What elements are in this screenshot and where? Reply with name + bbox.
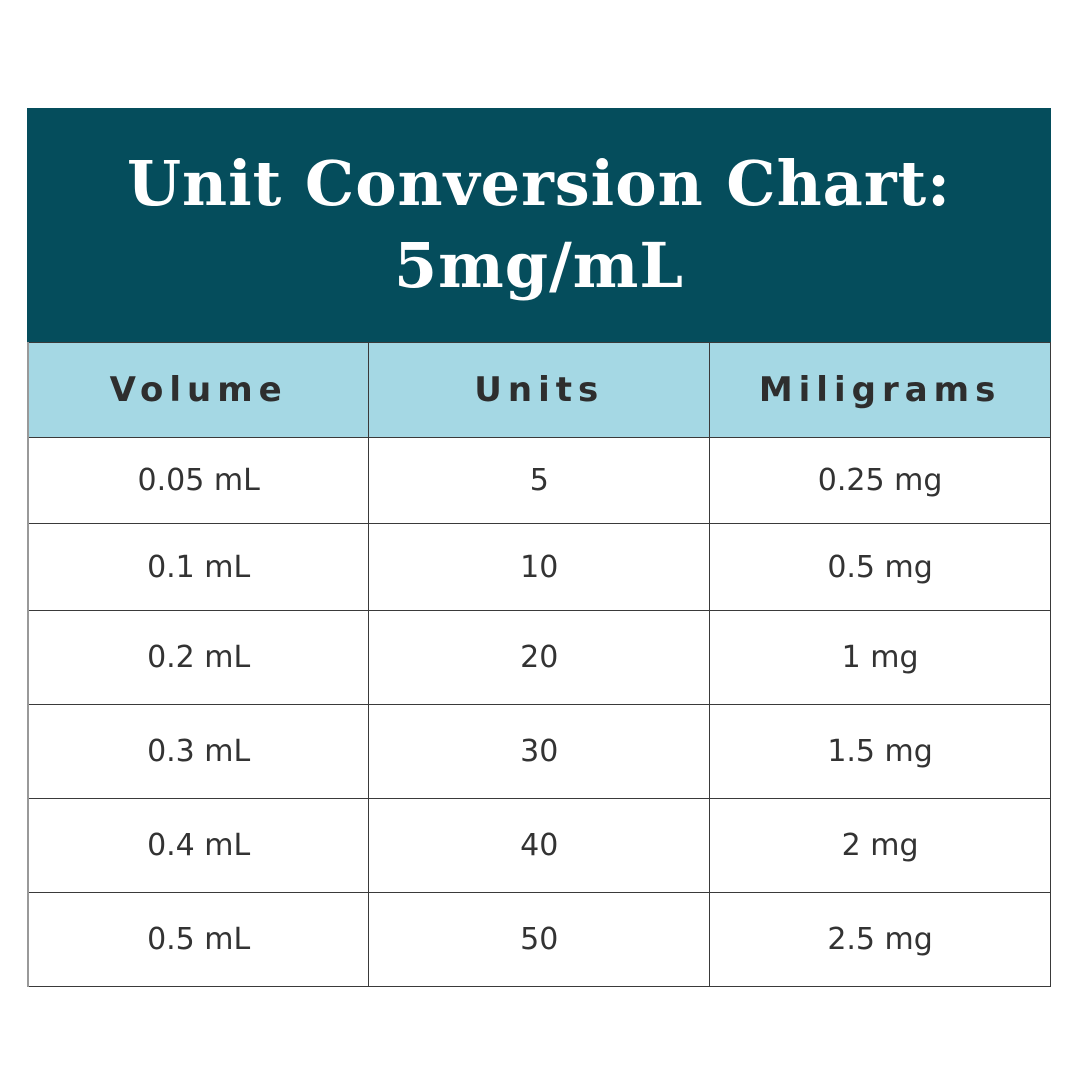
cell-miligrams: 0.25 mg: [709, 437, 1051, 524]
table-row: 0.2 mL 20 1 mg: [27, 610, 1051, 705]
cell-miligrams: 2.5 mg: [709, 892, 1051, 987]
header-units: Units: [368, 342, 711, 438]
cell-volume: 0.3 mL: [27, 704, 370, 799]
cell-volume: 0.4 mL: [27, 798, 370, 893]
cell-units: 40: [368, 798, 711, 893]
cell-volume: 0.2 mL: [27, 610, 370, 705]
header-volume: Volume: [27, 342, 370, 438]
conversion-chart: Unit Conversion Chart: 5mg/mL Volume Uni…: [27, 108, 1051, 987]
conversion-table: Volume Units Miligrams 0.05 mL 5 0.25 mg 0.…: [27, 342, 1051, 987]
cell-units: 50: [368, 892, 711, 987]
chart-title: Unit Conversion Chart: 5mg/mL: [27, 108, 1051, 342]
header-miligrams: Miligrams: [709, 342, 1051, 438]
table-row: 0.1 mL 10 0.5 mg: [27, 523, 1051, 611]
cell-units: 20: [368, 610, 711, 705]
table-row: 0.4 mL 40 2 mg: [27, 798, 1051, 893]
table-row: 0.3 mL 30 1.5 mg: [27, 704, 1051, 799]
cell-volume: 0.1 mL: [27, 523, 370, 611]
table-row: 0.05 mL 5 0.25 mg: [27, 437, 1051, 524]
cell-miligrams: 0.5 mg: [709, 523, 1051, 611]
cell-miligrams: 1 mg: [709, 610, 1051, 705]
cell-units: 5: [368, 437, 711, 524]
cell-volume: 0.5 mL: [27, 892, 370, 987]
cell-units: 10: [368, 523, 711, 611]
cell-miligrams: 2 mg: [709, 798, 1051, 893]
title-line-1: Unit Conversion Chart:: [126, 147, 952, 220]
cell-miligrams: 1.5 mg: [709, 704, 1051, 799]
table-row: 0.5 mL 50 2.5 mg: [27, 892, 1051, 987]
header-row: Volume Units Miligrams: [27, 342, 1051, 438]
title-line-2: 5mg/mL: [394, 229, 684, 302]
cell-volume: 0.05 mL: [27, 437, 370, 524]
cell-units: 30: [368, 704, 711, 799]
